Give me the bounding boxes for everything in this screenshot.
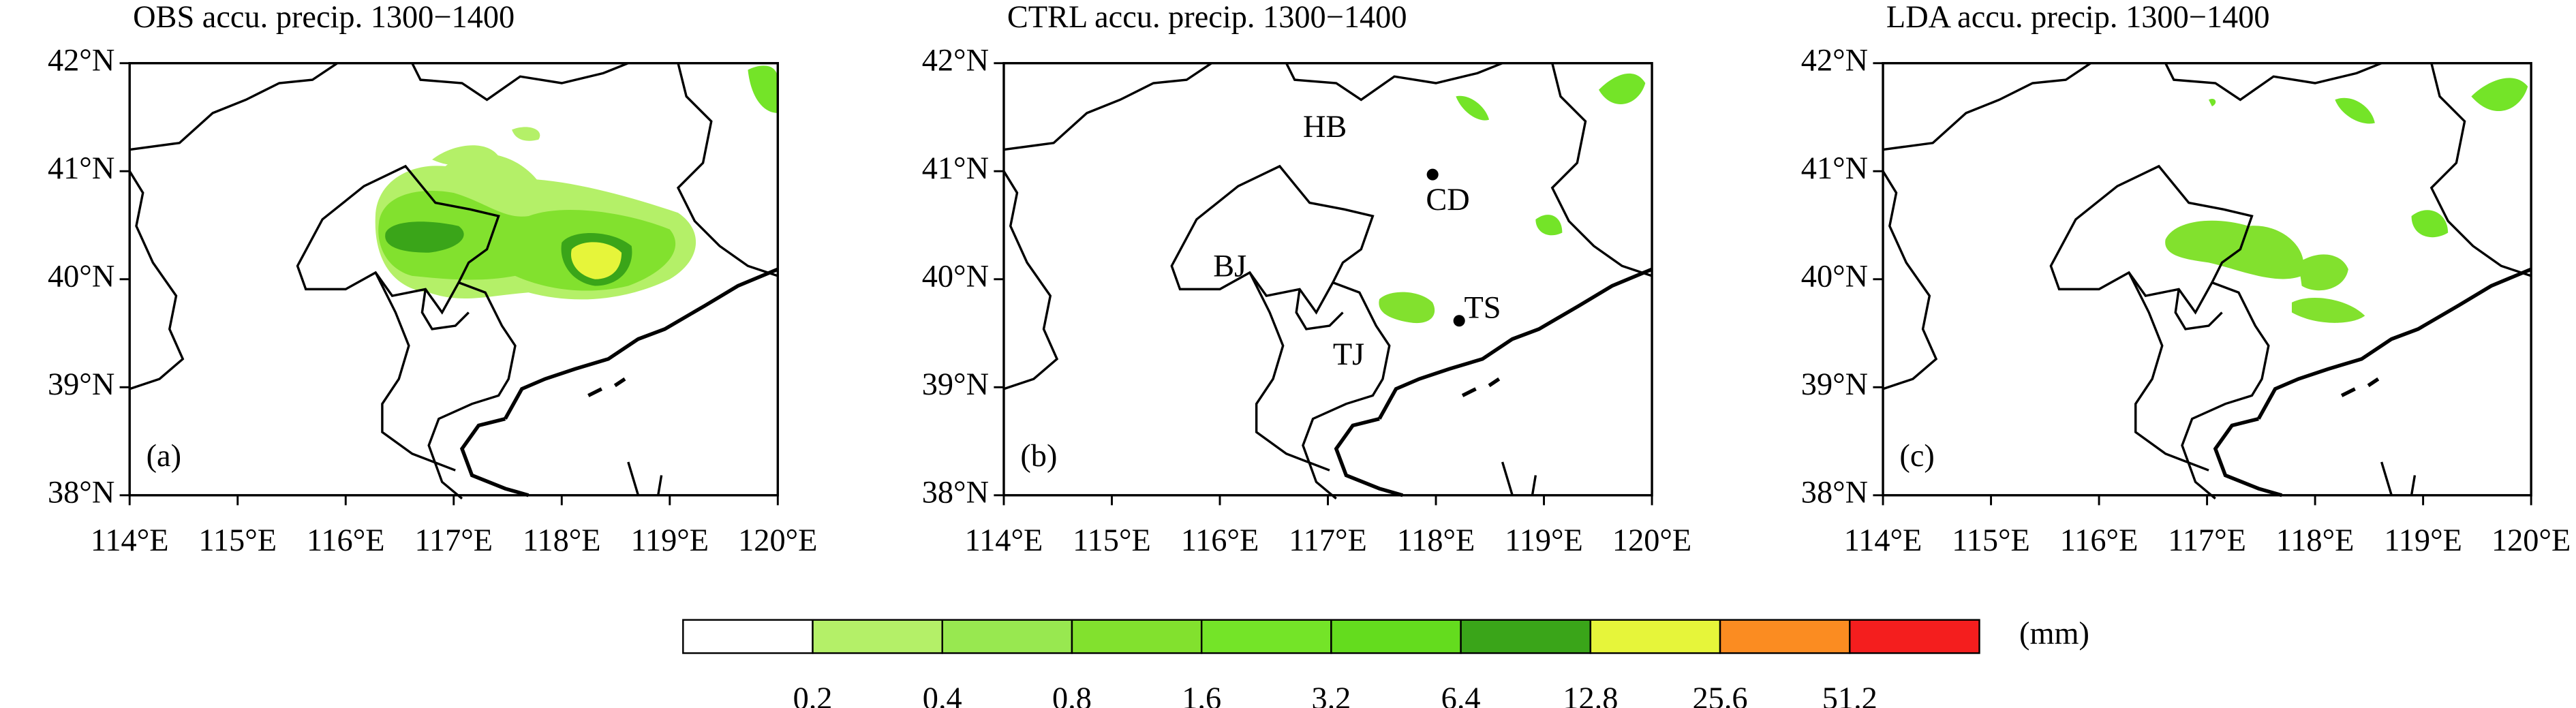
place-label: TS [1465,291,1501,326]
colorbar-box [1200,619,1332,654]
y-tick-label: 40°N [922,259,989,294]
precip-area [1379,292,1435,324]
colorbar-box [1071,619,1203,654]
colorbar-box [812,619,943,654]
x-tick-label: 115°E [1952,523,2030,558]
panel-title: LDA accu. precip. 1300−1400 [1886,0,2270,35]
place-labels: HB CD BJ TJ TS [1213,110,1501,372]
panel-title: CTRL accu. precip. 1300−1400 [1007,0,1407,35]
colorbar-label: 0.8 [1052,681,1092,708]
y-tick-label: 41°N [1801,151,1868,186]
x-tick-label: 115°E [1073,523,1151,558]
x-tick-label: 119°E [1505,523,1583,558]
x-tick-label: 116°E [1181,523,1259,558]
y-tick-label: 39°N [1801,367,1868,402]
y-tick-label: 42°N [48,43,114,78]
x-tick-label: 118°E [1397,523,1475,558]
precip-area [432,127,540,166]
panel-label: (a) [147,439,181,474]
panel-label: (b) [1020,439,1057,474]
colorbar-unit: (mm) [2019,617,2089,651]
y-tick-label: 38°N [922,475,989,510]
y-tick-label: 40°N [1801,259,1868,294]
x-tick-label: 115°E [198,523,277,558]
y-tick-label: 41°N [922,151,989,186]
precip-area [2209,78,2528,238]
y-tick-label: 40°N [48,259,114,294]
panels: (a) 38°N 39°N 40°N 41°N 42°N 114°E 115°E 116°E 11… [48,0,2571,558]
colorbar-box [941,619,1073,654]
y-tick-label: 42°N [922,43,989,78]
colorbar-box [1849,619,1980,654]
x-tick-label: 114°E [965,523,1043,558]
x-tick-label: 119°E [630,523,709,558]
precip-area [570,242,622,279]
x-tick-label: 120°E [738,523,817,558]
map-panel: (c) 38°N 39°N 40°N 41°N 42°N 114°E 115°E 116°E 11… [1801,43,2571,558]
map-panel: (b) 38°N 39°N 40°N 41°N 42°N 114°E 115°E 116°E 11… [922,43,1692,558]
map-background [1883,63,2532,495]
colorbar-label: 6.4 [1441,681,1481,708]
colorbar-box [1589,619,1721,654]
x-tick-label: 114°E [91,523,169,558]
colorbar-label: 0.2 [793,681,833,708]
precip-area [2165,220,2304,279]
y-tick-label: 38°N [1801,475,1868,510]
x-tick-label: 120°E [2491,523,2571,558]
x-tick-label: 116°E [2060,523,2138,558]
precip-area [2291,254,2365,323]
colorbar-box [1330,619,1462,654]
x-tick-label: 116°E [307,523,385,558]
x-tick-label: 120°E [1612,523,1691,558]
colorbar-label: 51.2 [1822,681,1877,708]
y-tick-label: 39°N [922,367,989,402]
x-tick-label: 117°E [2168,523,2246,558]
place-label: TJ [1333,337,1364,372]
colorbar: 0.2 0.4 0.8 1.6 3.2 6.4 12.8 25.6 51.2 (mm) [682,617,2089,708]
city-dot [1453,315,1465,327]
y-tick-label: 39°N [48,367,114,402]
x-tick-label: 117°E [1289,523,1367,558]
precip-area [385,221,464,253]
y-tick-label: 41°N [48,151,114,186]
colorbar-label: 3.2 [1311,681,1351,708]
panel-label: (c) [1899,439,1934,474]
colorbar-box [1460,619,1592,654]
colorbar-label: 25.6 [1693,681,1748,708]
y-tick-label: 42°N [1801,43,1868,78]
place-label: HB [1303,110,1347,144]
x-tick-label: 117°E [414,523,493,558]
precip-area [1456,73,1646,236]
place-label: CD [1426,183,1469,217]
map-panel: (a) 38°N 39°N 40°N 41°N 42°N 114°E 115°E 116°E 11… [48,43,818,558]
x-tick-label: 118°E [2276,523,2355,558]
colorbar-label: 1.6 [1182,681,1221,708]
x-tick-label: 118°E [523,523,601,558]
x-tick-label: 119°E [2384,523,2462,558]
colorbar-box [1719,619,1851,654]
y-tick-label: 38°N [48,475,114,510]
city-dot [1426,168,1439,181]
precip-area [748,65,778,113]
place-label: BJ [1213,249,1246,284]
colorbar-label: 0.4 [923,681,962,708]
panel-title: OBS accu. precip. 1300−1400 [133,0,515,35]
colorbar-label: 12.8 [1563,681,1618,708]
x-tick-label: 114°E [1844,523,1922,558]
map-background [1003,63,1653,495]
colorbar-box [682,619,814,654]
